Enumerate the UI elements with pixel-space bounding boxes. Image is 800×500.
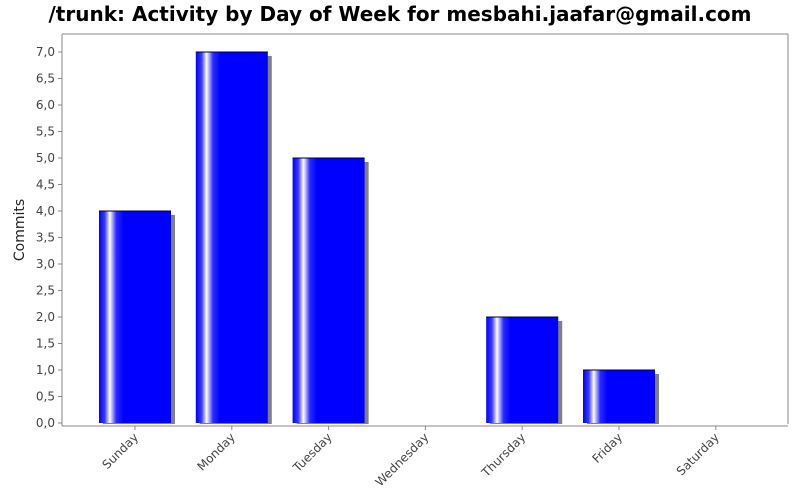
bars-group (99, 51, 659, 424)
y-tick-label: 5,5 (36, 125, 55, 139)
y-tick-label: 7,0 (36, 45, 55, 59)
y-tick-label: 3,5 (36, 231, 55, 245)
chart-title: /trunk: Activity by Day of Week for mesb… (48, 2, 752, 26)
y-tick-label: 3,0 (36, 257, 55, 271)
y-tick-label: 4,0 (36, 204, 55, 218)
x-tick-label: Monday (195, 430, 238, 473)
y-tick-label: 5,0 (36, 151, 55, 165)
y-tick-label: 0,0 (36, 416, 55, 430)
y-tick-label: 1,5 (36, 337, 55, 351)
x-tick-label: Wednesday (372, 430, 431, 489)
x-tick-label: Friday (590, 430, 626, 466)
bar (99, 211, 171, 423)
bar (292, 158, 365, 423)
x-tick-label: Thursday (478, 430, 528, 480)
y-tick-label: 6,0 (36, 98, 55, 112)
y-tick-label: 0,5 (36, 390, 55, 404)
x-tick-label: Saturday (674, 430, 722, 478)
y-tick-label: 1,0 (36, 363, 55, 377)
x-axis: Sunday Monday Tuesday Wednesday Thursday Frid… (99, 426, 722, 489)
y-tick-label: 6,5 (36, 72, 55, 86)
bar (486, 317, 559, 423)
bar (583, 370, 655, 423)
y-axis-label: Commits (12, 199, 28, 261)
x-tick-label: Sunday (99, 430, 141, 472)
y-tick-label: 2,5 (36, 284, 55, 298)
y-tick-label: 4,5 (36, 178, 55, 192)
bar (195, 52, 268, 423)
x-tick-label: Tuesday (290, 430, 335, 475)
y-axis: 0,0 0,5 1,0 1,5 2,0 2,5 3,0 3,5 4,0 4,5 5,0 5,5 6,0 6… (36, 45, 62, 430)
y-tick-label: 2,0 (36, 310, 55, 324)
